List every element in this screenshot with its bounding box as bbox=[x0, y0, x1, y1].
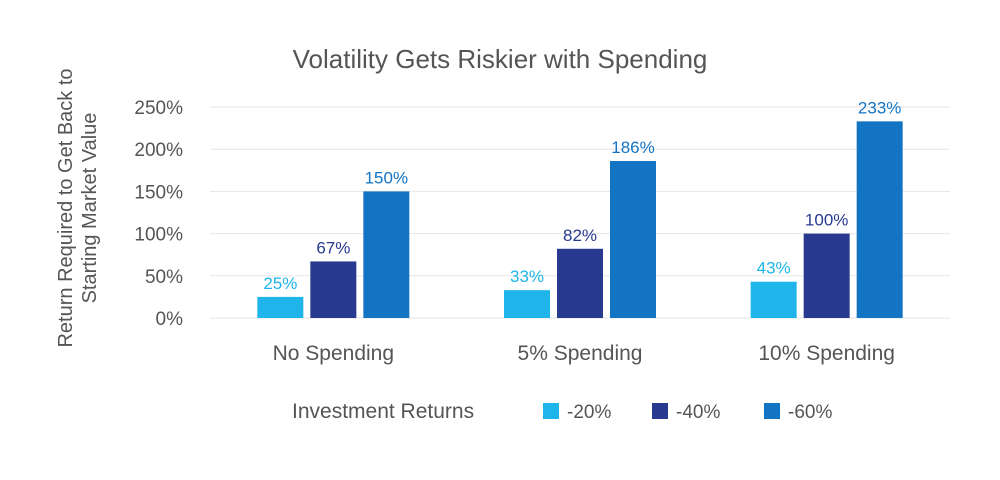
y-tick-label: 100% bbox=[134, 225, 183, 246]
data-label: 43% bbox=[757, 259, 791, 278]
bar bbox=[803, 233, 850, 318]
data-label: 100% bbox=[805, 211, 848, 230]
bar bbox=[504, 290, 550, 318]
category-label: 5% Spending bbox=[518, 342, 643, 365]
y-tick-label: 50% bbox=[145, 267, 183, 288]
bar bbox=[557, 248, 603, 318]
category-label: No Spending bbox=[273, 342, 394, 365]
legend-label: -60% bbox=[788, 402, 832, 423]
data-label: 82% bbox=[563, 226, 597, 245]
legend: Investment Returns -20% -40% -60% bbox=[292, 400, 832, 423]
data-label: 25% bbox=[263, 274, 297, 293]
y-tick-label: 0% bbox=[156, 309, 184, 330]
legend-label: -40% bbox=[676, 402, 720, 423]
bar bbox=[750, 281, 797, 318]
legend-swatch bbox=[543, 403, 559, 419]
category-label: 10% Spending bbox=[758, 342, 895, 365]
y-tick-label: 200% bbox=[134, 140, 183, 161]
data-label: 233% bbox=[858, 98, 901, 117]
legend-label: -20% bbox=[567, 402, 611, 423]
data-label: 33% bbox=[510, 267, 544, 286]
bars bbox=[257, 121, 903, 319]
y-axis-label: Return Required to Get Back to Starting … bbox=[55, 68, 101, 347]
bar bbox=[610, 161, 656, 318]
y-tick-labels: 0% 50% 100% 150% 200% 250% bbox=[134, 98, 183, 330]
data-label: 186% bbox=[611, 138, 654, 157]
data-labels: 25% 67% 150% 33% 82% 186% 43% 100% 233% bbox=[263, 98, 901, 293]
legend-swatch bbox=[764, 403, 780, 419]
legend-title: Investment Returns bbox=[292, 400, 474, 423]
bar bbox=[257, 296, 304, 318]
data-label: 150% bbox=[365, 168, 408, 187]
bar bbox=[310, 261, 357, 318]
category-labels: No Spending 5% Spending 10% Spending bbox=[273, 342, 895, 365]
bar bbox=[363, 191, 410, 318]
data-label: 67% bbox=[316, 238, 350, 257]
y-axis-label-line-1: Return Required to Get Back to bbox=[55, 68, 77, 347]
legend-swatch bbox=[652, 403, 668, 419]
y-axis-label-line-2: Starting Market Value bbox=[79, 113, 101, 304]
bar bbox=[856, 121, 903, 319]
chart-title: Volatility Gets Riskier with Spending bbox=[293, 44, 708, 74]
y-tick-label: 150% bbox=[134, 182, 183, 203]
y-tick-label: 250% bbox=[134, 98, 183, 119]
